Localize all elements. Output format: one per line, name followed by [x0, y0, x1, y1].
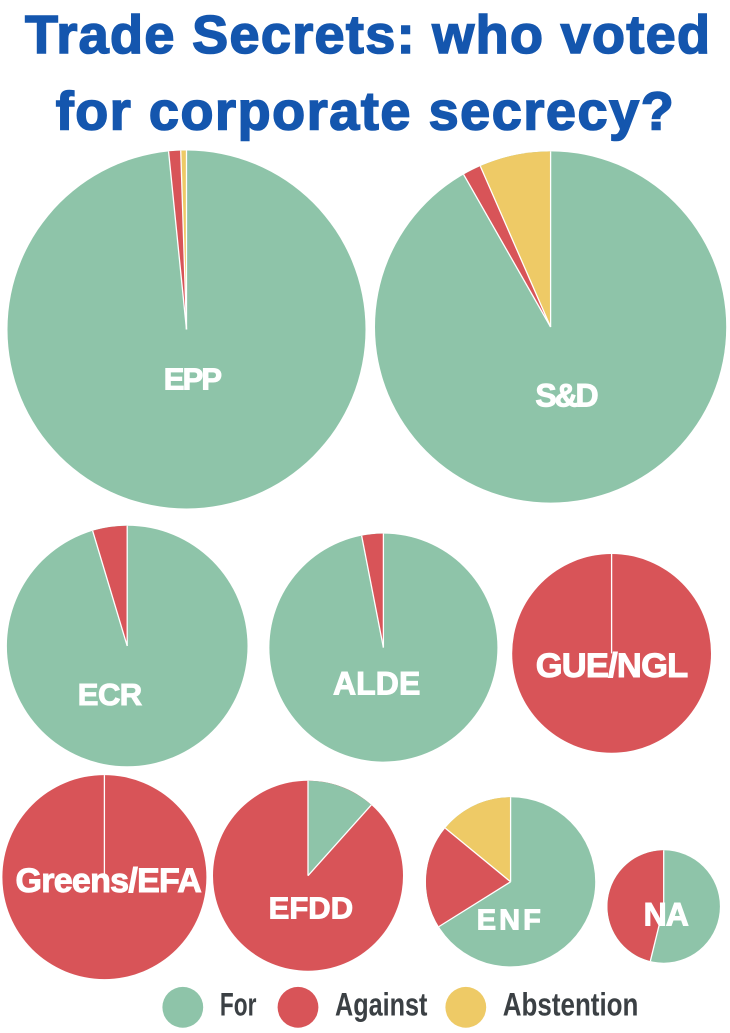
svg-text:Abstention: Abstention	[503, 987, 639, 1023]
svg-text:Greens/EFA: Greens/EFA	[16, 862, 202, 900]
svg-text:EFDD: EFDD	[269, 890, 354, 925]
svg-text:ECR: ECR	[78, 677, 142, 712]
svg-text:ALDE: ALDE	[333, 665, 420, 701]
svg-text:ENF: ENF	[477, 904, 541, 936]
svg-text:For: For	[220, 987, 257, 1023]
svg-text:Trade Secrets: who voted: Trade Secrets: who voted	[25, 5, 710, 65]
svg-text:for corporate secrecy?: for corporate secrecy?	[56, 82, 674, 142]
svg-text:GUE/NGL: GUE/NGL	[536, 647, 689, 685]
svg-text:Against: Against	[335, 987, 428, 1023]
svg-text:S&D: S&D	[535, 378, 598, 414]
svg-text:NA: NA	[644, 897, 689, 933]
svg-text:EPP: EPP	[164, 362, 222, 397]
